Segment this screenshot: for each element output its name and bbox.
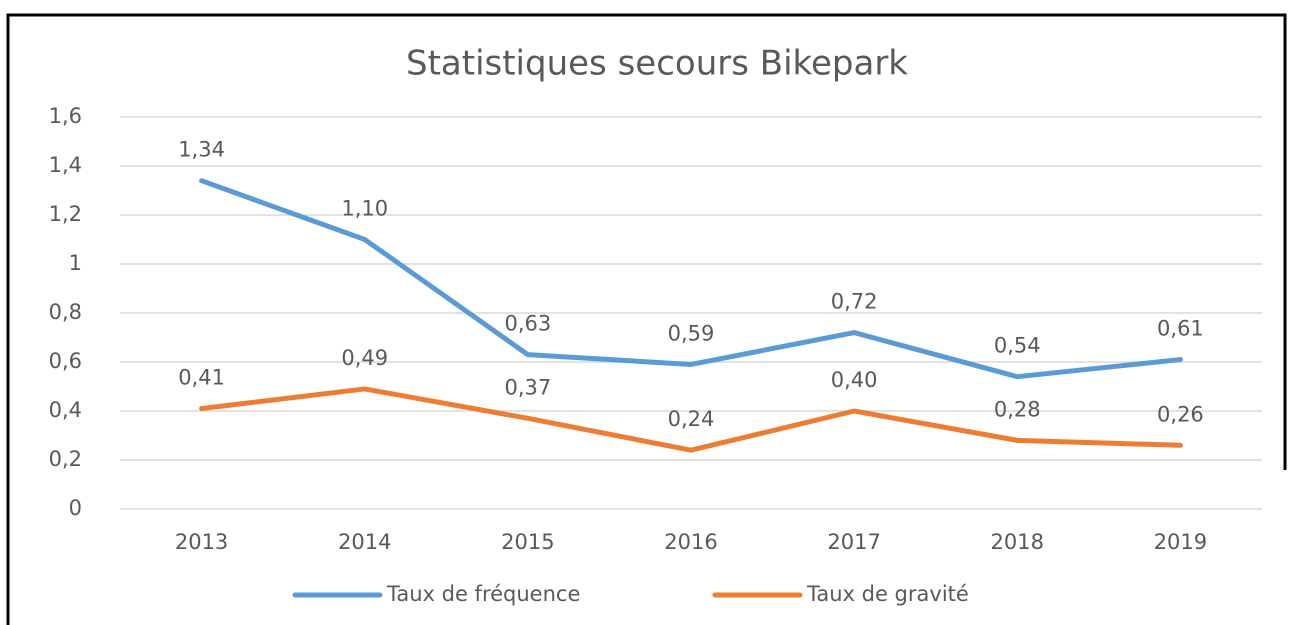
data-label: 0,59	[668, 321, 715, 345]
y-tick-label: 0,8	[49, 300, 82, 324]
legend-label: Taux de gravité	[806, 582, 969, 606]
data-label: 0,54	[994, 334, 1041, 358]
x-tick-label: 2015	[501, 530, 554, 554]
data-label: 0,49	[341, 346, 388, 370]
data-label: 0,26	[1157, 402, 1204, 426]
y-tick-label: 1,6	[49, 104, 82, 128]
x-tick-label: 2018	[991, 530, 1044, 554]
x-tick-label: 2016	[664, 530, 717, 554]
y-tick-label: 0	[69, 496, 82, 520]
y-tick-label: 1,2	[49, 202, 82, 226]
frame	[6, 13, 1287, 625]
y-tick-label: 0,6	[49, 349, 82, 373]
data-label: 0,61	[1157, 317, 1204, 341]
x-tick-label: 2013	[175, 530, 228, 554]
data-label: 0,28	[994, 397, 1041, 421]
data-label: 1,10	[341, 197, 388, 221]
data-label: 0,72	[831, 290, 878, 314]
y-tick-label: 1,4	[49, 153, 82, 177]
data-label: 0,63	[504, 312, 551, 336]
series-line	[199, 178, 1183, 380]
data-label: 0,40	[831, 368, 878, 392]
data-label: 0,41	[178, 366, 225, 390]
chart-title: Statistiques secours Bikepark	[406, 44, 908, 84]
series-line	[199, 386, 1183, 453]
x-tick-label: 2017	[827, 530, 880, 554]
x-tick-label: 2014	[338, 530, 391, 554]
y-tick-label: 0,4	[49, 398, 82, 422]
data-label: 1,34	[178, 138, 225, 162]
data-label: 0,37	[504, 375, 551, 399]
legend-label: Taux de fréquence	[386, 582, 580, 606]
y-tick-label: 1	[69, 251, 82, 275]
y-tick-label: 0,2	[49, 447, 82, 471]
data-label: 0,24	[668, 407, 715, 431]
x-tick-label: 2019	[1154, 530, 1207, 554]
